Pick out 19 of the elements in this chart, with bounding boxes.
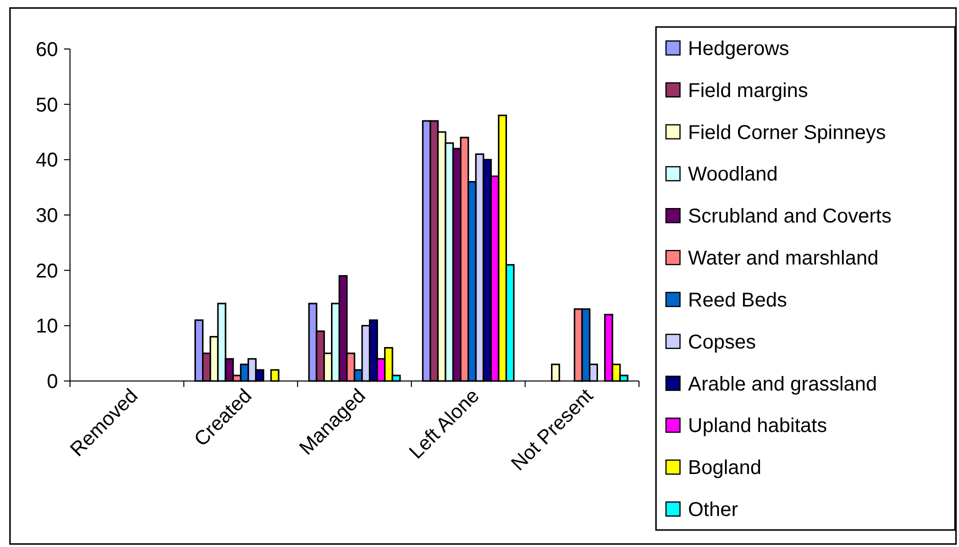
legend-label: Other — [688, 499, 738, 522]
y-tick-label: 50 — [36, 94, 58, 116]
legend-label: Arable and grassland — [688, 373, 878, 396]
y-tick-label: 30 — [36, 205, 58, 227]
y-tick-label: 10 — [36, 316, 58, 338]
y-tick-label: 60 — [36, 39, 58, 61]
legend-label: Scrubland and Coverts — [688, 206, 892, 228]
y-tick-label: 0 — [46, 371, 58, 393]
legend-label: Woodland — [688, 164, 778, 186]
y-tick-label: 40 — [36, 150, 58, 172]
legend-label: Bogland — [688, 457, 762, 480]
y-tick-label: 20 — [36, 260, 58, 282]
legend-label: Field margins — [688, 80, 808, 102]
legend-label: Copses — [688, 331, 756, 354]
legend-label: Upland habitats — [688, 415, 827, 438]
legend-label: Reed Beds — [688, 289, 787, 312]
legend-label: Water and marshland — [688, 248, 878, 270]
legend-label: Field Corner Spinneys — [688, 122, 886, 144]
legend-label: Hedgerows — [688, 38, 790, 60]
